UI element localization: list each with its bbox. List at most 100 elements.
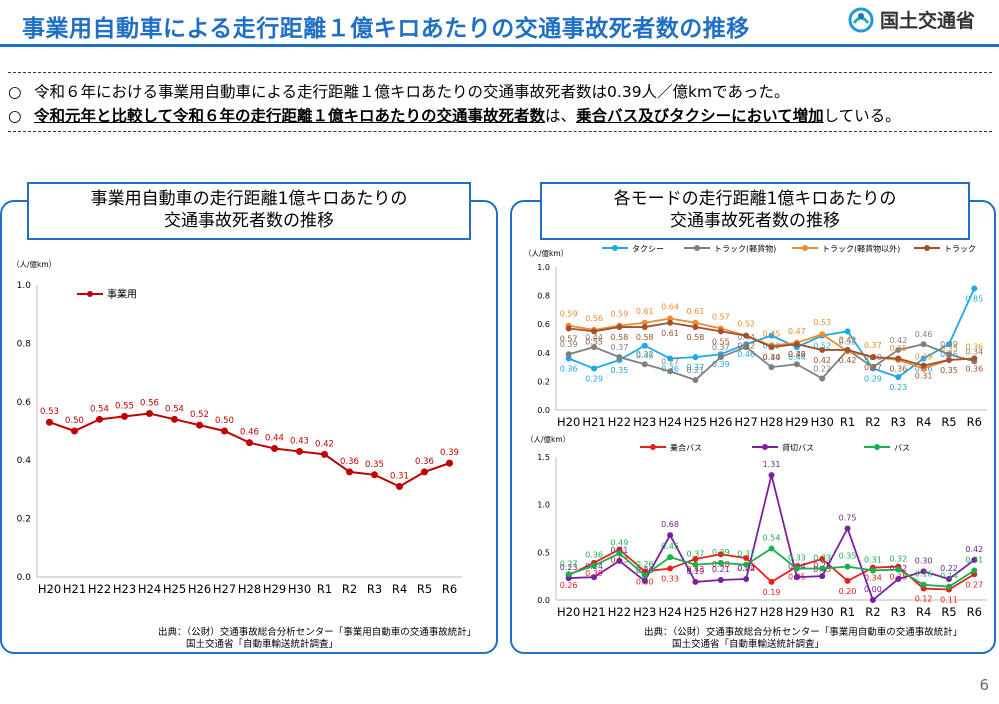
title-underline bbox=[0, 44, 999, 47]
data-label: 0.44 bbox=[788, 353, 806, 362]
data-label: 0.29 bbox=[915, 353, 933, 362]
data-label: 0.23 bbox=[889, 383, 907, 392]
data-label: 0.42 bbox=[839, 336, 857, 345]
data-label: 0.33 bbox=[788, 554, 806, 563]
x-tick-label: R2 bbox=[342, 582, 357, 596]
y-tick-label: 1.5 bbox=[537, 453, 550, 462]
data-point bbox=[895, 346, 902, 353]
data-label: 0.35 bbox=[839, 552, 857, 561]
data-label: 0.55 bbox=[839, 337, 857, 346]
data-label: 0.36 bbox=[965, 365, 983, 374]
data-label: 0.31 bbox=[965, 555, 983, 564]
data-label: 0.39 bbox=[712, 360, 730, 369]
x-tick-label: R5 bbox=[417, 582, 432, 596]
x-tick-label: H20 bbox=[557, 605, 580, 619]
data-label: 0.42 bbox=[315, 439, 334, 449]
data-label: 0.52 bbox=[190, 410, 209, 420]
data-point bbox=[743, 555, 750, 562]
data-point bbox=[920, 341, 927, 348]
x-tick-label: H21 bbox=[582, 605, 605, 619]
data-point bbox=[371, 471, 378, 479]
ministry-emblem-icon bbox=[848, 7, 874, 32]
data-label: 0.58 bbox=[687, 333, 705, 342]
data-point bbox=[920, 568, 927, 575]
x-tick-label: H22 bbox=[88, 582, 111, 596]
data-point bbox=[768, 332, 775, 339]
data-label: 0.36 bbox=[965, 343, 983, 352]
data-label: 0.44 bbox=[737, 564, 755, 573]
x-tick-label: R4 bbox=[392, 582, 407, 596]
data-point bbox=[246, 439, 253, 447]
data-point bbox=[869, 597, 876, 603]
legend-label: タクシー bbox=[632, 245, 664, 254]
data-point bbox=[692, 354, 699, 361]
y-tick-label: 0.6 bbox=[17, 398, 32, 408]
data-label: 0.61 bbox=[687, 307, 705, 316]
right-chart-panel: 0.0 0.2 0.4 0.6 0.8 1.0 （人/億km） H20 H21 H22 H23 H24… bbox=[510, 200, 996, 654]
x-tick-label: H20 bbox=[557, 415, 580, 429]
data-label: 0.45 bbox=[636, 352, 654, 361]
data-label: 0.11 bbox=[940, 596, 958, 605]
y-tick-label: 0.4 bbox=[537, 349, 550, 358]
data-label: 0.22 bbox=[813, 365, 831, 374]
summary-text-2: は、 bbox=[545, 107, 577, 125]
bullet-mark: ○ bbox=[8, 83, 22, 101]
data-label: 0.29 bbox=[585, 375, 603, 384]
panel-title-line: 事業用自動車の走行距離1億キロあたりの bbox=[90, 189, 408, 209]
data-point bbox=[793, 565, 800, 572]
x-tick-label: H30 bbox=[811, 605, 834, 619]
data-label: 0.39 bbox=[585, 569, 603, 578]
data-point bbox=[692, 324, 699, 331]
data-label: 0.29 bbox=[864, 375, 882, 384]
data-label: 1.31 bbox=[763, 460, 781, 469]
x-tick-label: H23 bbox=[113, 582, 136, 596]
data-point bbox=[641, 324, 648, 331]
data-label: 0.54 bbox=[165, 404, 184, 414]
data-point bbox=[945, 356, 952, 363]
left-panel-title: 事業用自動車の走行距離1億キロあたりの 交通事故死者数の推移 bbox=[27, 182, 471, 240]
data-point bbox=[641, 361, 648, 368]
data-label: 0.20 bbox=[839, 587, 857, 596]
data-point bbox=[692, 561, 699, 568]
x-tick-label: H23 bbox=[633, 415, 656, 429]
data-point bbox=[844, 346, 851, 353]
data-label: 0.42 bbox=[889, 336, 907, 345]
summary-text-1: 令和６年における事業用自動車による走行距離１億キロあたりの交通事故死者数は0.3… bbox=[34, 83, 790, 101]
data-label: 0.39 bbox=[712, 548, 730, 557]
x-tick-label: H26 bbox=[709, 605, 732, 619]
x-tick-label: R1 bbox=[840, 415, 855, 429]
data-point bbox=[743, 576, 750, 583]
summary-text-3: している。 bbox=[823, 107, 901, 125]
x-tick-label: R5 bbox=[941, 605, 956, 619]
x-tick-label: H21 bbox=[582, 415, 605, 429]
data-label: 0.33 bbox=[813, 554, 831, 563]
data-label: 0.45 bbox=[763, 330, 781, 339]
data-point bbox=[71, 427, 78, 435]
x-tick-label: H26 bbox=[709, 415, 732, 429]
data-label: 0.56 bbox=[585, 314, 603, 323]
data-point bbox=[717, 559, 724, 566]
data-label: 0.54 bbox=[90, 404, 109, 414]
data-point bbox=[641, 577, 648, 584]
data-label: 0.35 bbox=[940, 344, 958, 353]
data-point bbox=[616, 557, 623, 564]
source-line: 出典：（公財）交通事故総合分析センター「事業用自動車の交通事故統計」 bbox=[644, 627, 963, 638]
data-point bbox=[667, 355, 674, 362]
source-line: 出典：（公財）交通事故総合分析センター「事業用自動車の交通事故統計」 bbox=[158, 627, 477, 638]
data-label: 0.22 bbox=[940, 564, 958, 573]
data-label: 0.27 bbox=[965, 580, 983, 589]
panel-title-line: 各モードの走行距離1億キロあたりの bbox=[613, 189, 897, 209]
x-tick-label: R3 bbox=[891, 415, 906, 429]
business-vehicle-fatality-chart: 0.0 0.2 0.4 0.6 0.8 1.0 （人/億km） H20 H21 H22 H23 H24… bbox=[12, 259, 462, 596]
data-point bbox=[945, 341, 952, 348]
data-label: 0.46 bbox=[788, 350, 806, 359]
data-label: 0.34 bbox=[864, 574, 882, 583]
data-label: 0.19 bbox=[687, 567, 705, 576]
data-label: 0.54 bbox=[763, 534, 781, 543]
data-point bbox=[971, 355, 978, 362]
data-point bbox=[346, 468, 353, 476]
x-tick-label: R4 bbox=[916, 605, 931, 619]
data-point bbox=[146, 409, 153, 417]
data-label: 0.35 bbox=[610, 366, 628, 375]
data-point bbox=[717, 328, 724, 335]
